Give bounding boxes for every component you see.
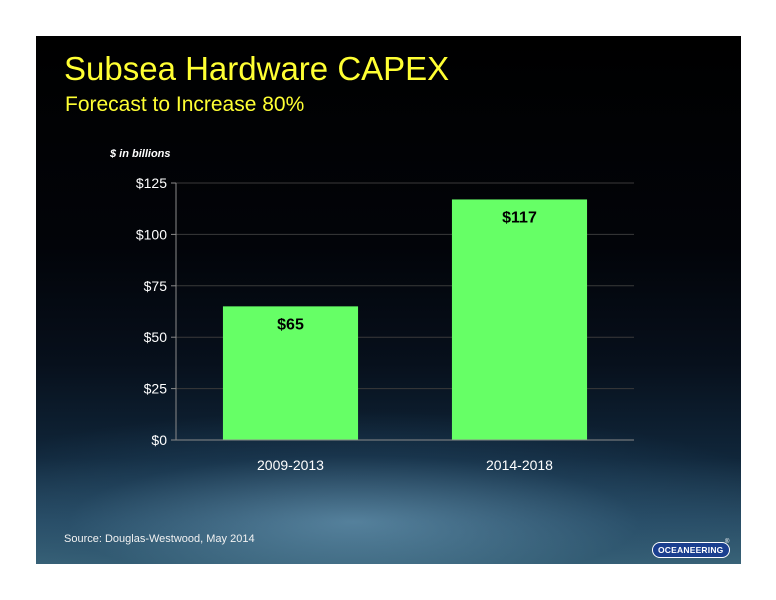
x-tick-label: 2014-2018 (486, 457, 553, 473)
bar-2009-2013 (222, 306, 359, 440)
y-tick-label: $100 (136, 226, 167, 242)
chart-title: Subsea Hardware CAPEX (64, 50, 450, 87)
x-tick-label: 2009-2013 (257, 457, 324, 473)
y-tick-label: $0 (151, 432, 167, 448)
labels: $0 $25 $50 $75 $100 $125 $65 2009-2013 $117 2014-… (136, 175, 553, 473)
unit-note: $ in billions (110, 148, 171, 160)
source-note: Source: Douglas-Westwood, May 2014 (64, 533, 255, 545)
y-tick-label: $125 (136, 175, 167, 191)
oceaneering-logo: OCEANEERING (652, 542, 730, 558)
bars (222, 199, 588, 440)
y-tick-label: $50 (144, 329, 168, 345)
bar-chart: $0 $25 $50 $75 $100 $125 $65 2009-2013 $117 2014-… (136, 175, 634, 473)
y-tick-label: $75 (144, 278, 168, 294)
y-tick-label: $25 (144, 381, 168, 397)
registered-mark: ® (725, 539, 730, 545)
data-label: $117 (502, 209, 537, 226)
bar-2014-2018 (451, 199, 588, 440)
slide: Subsea Hardware CAPEX Forecast to Increa… (36, 36, 741, 564)
chart-subtitle: Forecast to Increase 80% (65, 93, 305, 116)
data-label: $65 (277, 316, 304, 333)
axes (171, 182, 634, 441)
